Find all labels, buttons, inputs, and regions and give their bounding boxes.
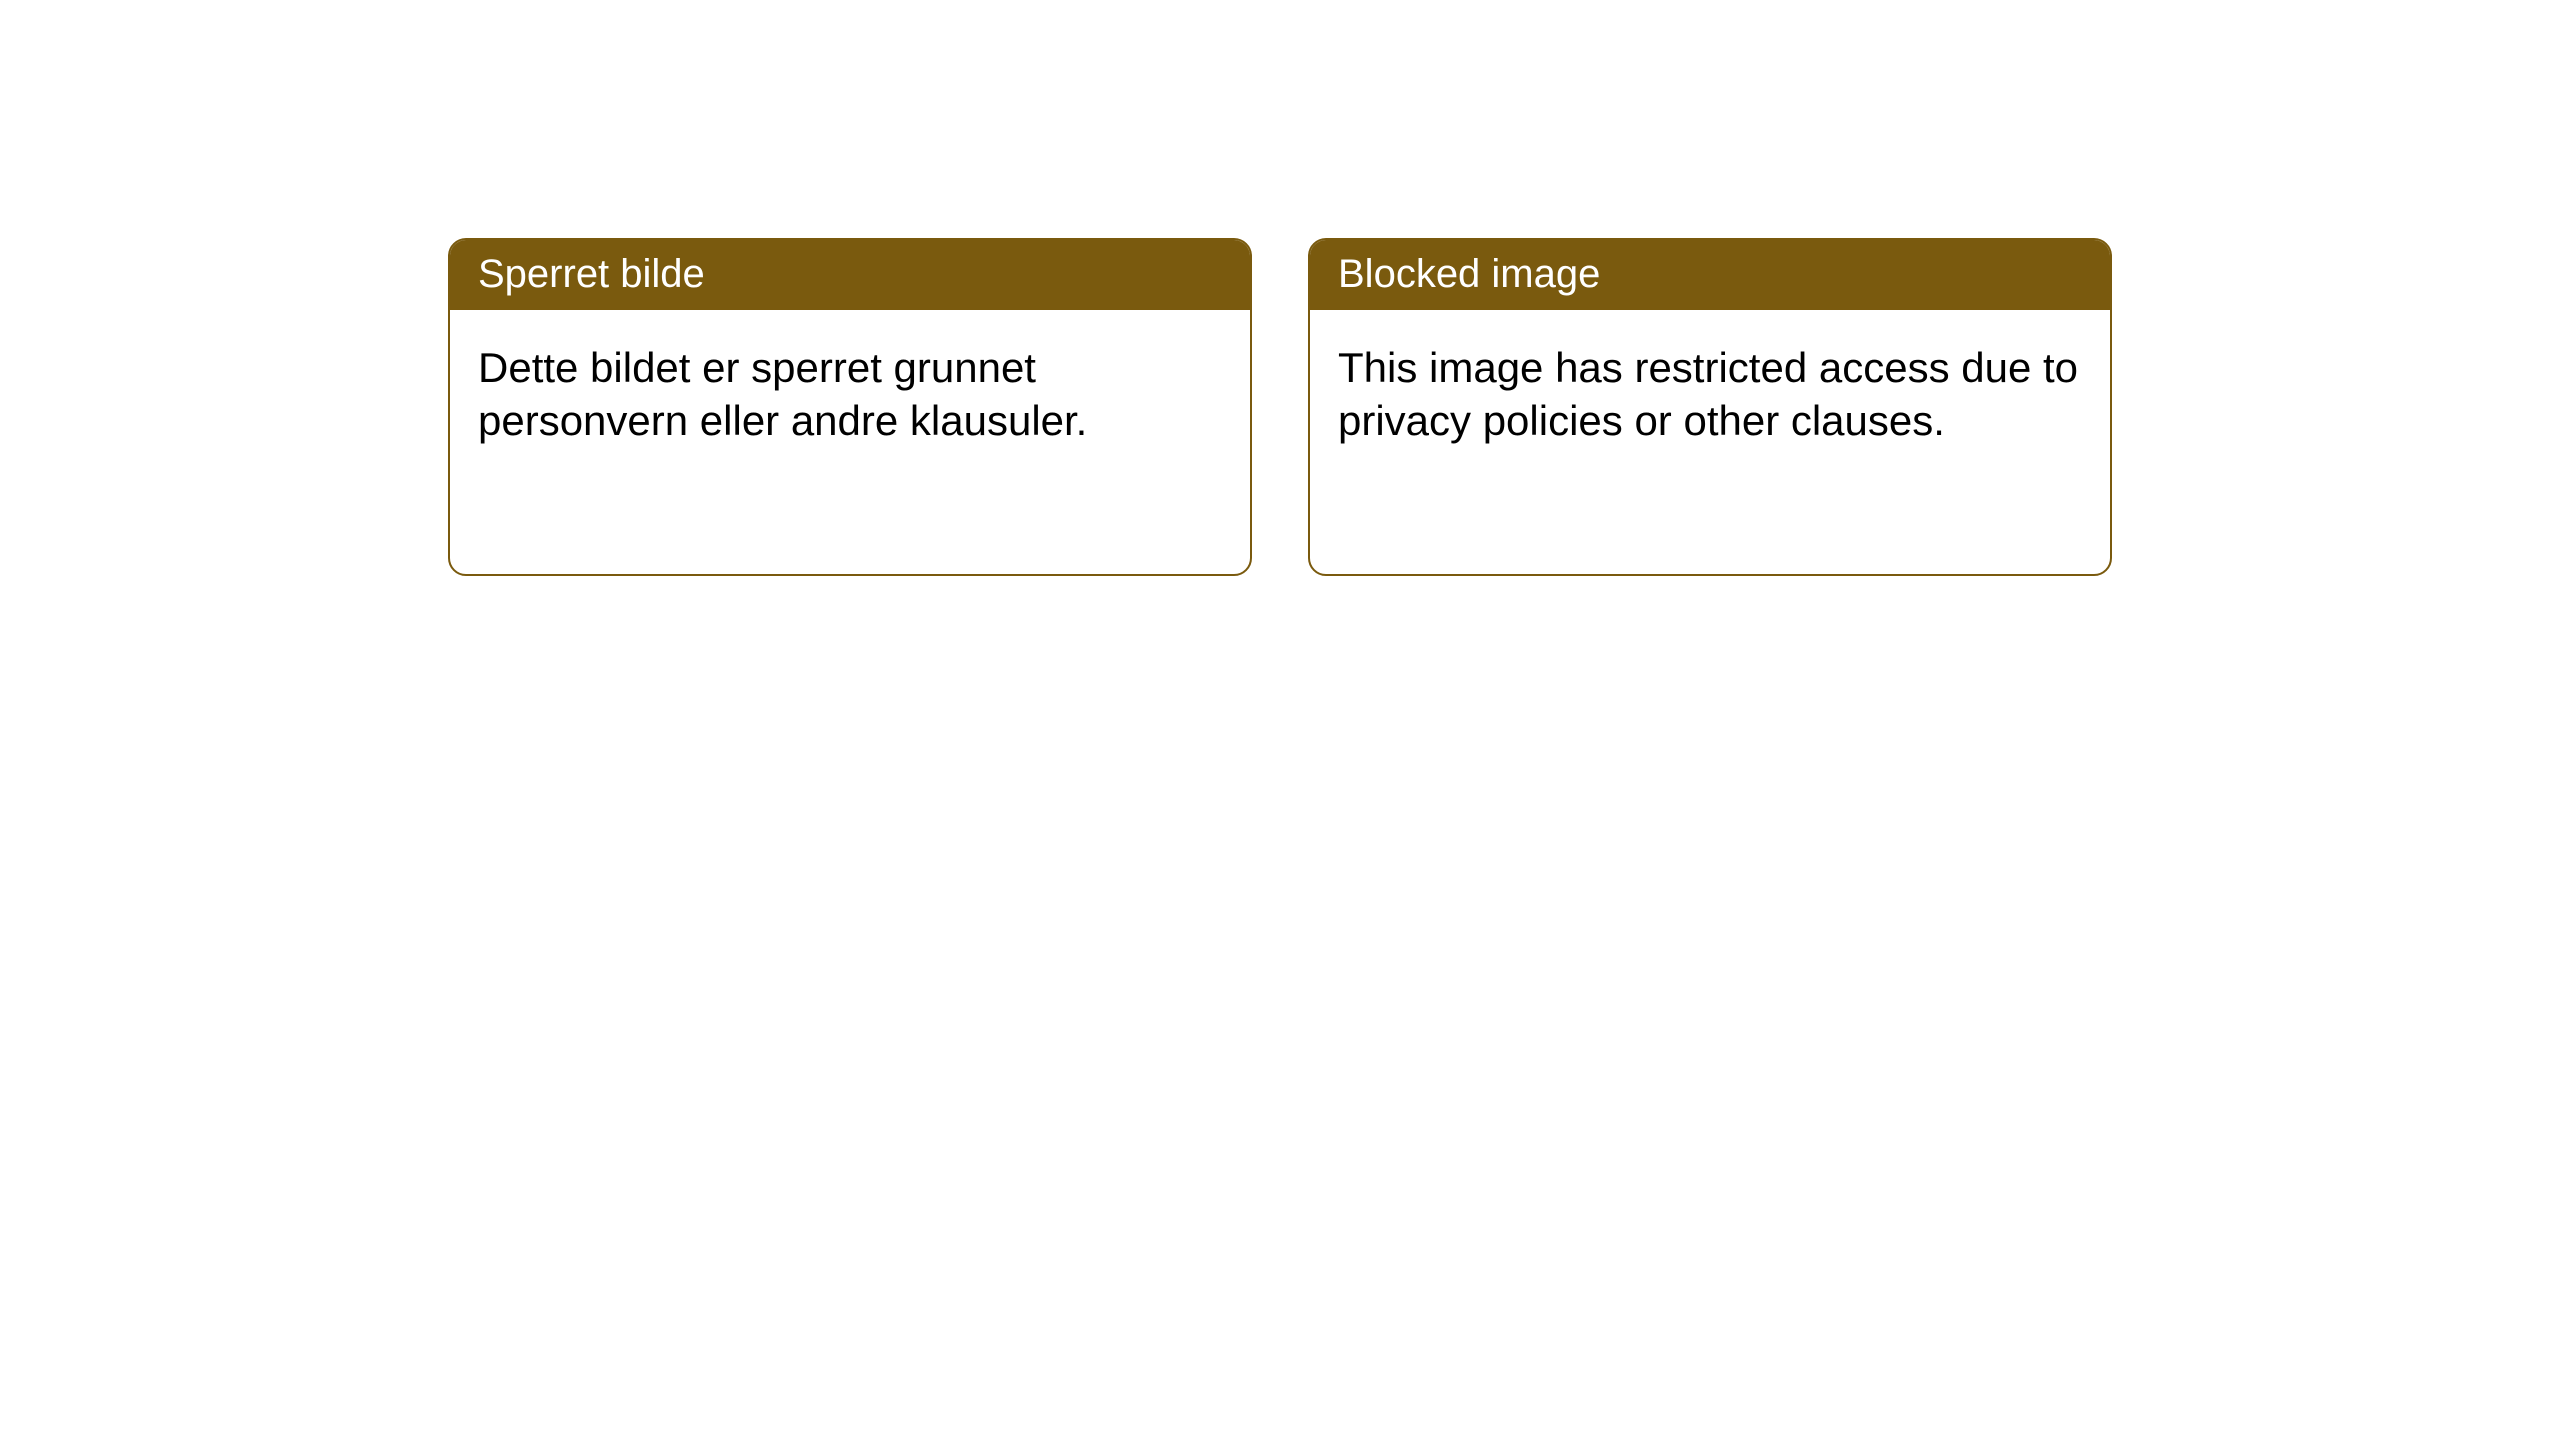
notice-card-body: This image has restricted access due to … [1310,310,2110,479]
notice-message: This image has restricted access due to … [1338,344,2078,444]
notice-card-english: Blocked image This image has restricted … [1308,238,2112,576]
notice-card-norwegian: Sperret bilde Dette bildet er sperret gr… [448,238,1252,576]
notice-card-header: Blocked image [1310,240,2110,310]
notice-title: Blocked image [1338,252,1600,296]
notice-card-header: Sperret bilde [450,240,1250,310]
notice-title: Sperret bilde [478,252,705,296]
notice-container: Sperret bilde Dette bildet er sperret gr… [0,0,2560,576]
notice-message: Dette bildet er sperret grunnet personve… [478,344,1087,444]
notice-card-body: Dette bildet er sperret grunnet personve… [450,310,1250,479]
